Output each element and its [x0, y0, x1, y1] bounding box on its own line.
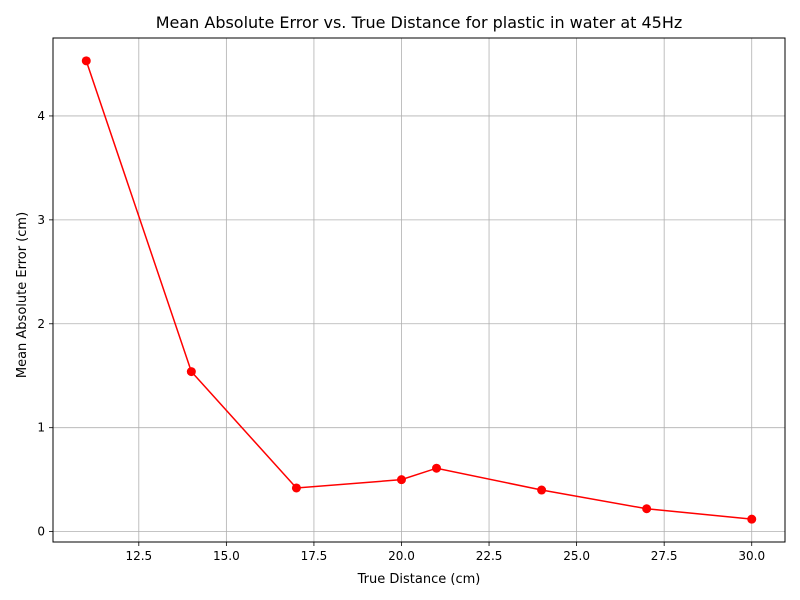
data-point: [432, 463, 442, 473]
y-tick-label: 0: [37, 525, 45, 539]
series-layer: [81, 56, 757, 524]
y-tick-label: 3: [37, 213, 45, 227]
data-point: [537, 485, 547, 495]
plot-frame: [52, 37, 786, 543]
grid: [53, 38, 785, 542]
data-point: [747, 514, 757, 524]
x-tick-label: 27.5: [651, 549, 678, 563]
x-tick-label: 22.5: [476, 549, 503, 563]
x-tick-label: 15.0: [213, 549, 240, 563]
x-tick-label: 30.0: [738, 549, 765, 563]
data-point: [642, 504, 652, 514]
x-tick-label: 12.5: [125, 549, 152, 563]
chart-title: Mean Absolute Error vs. True Distance fo…: [156, 13, 683, 32]
y-tick-label: 4: [37, 109, 45, 123]
series-line: [85, 60, 752, 520]
data-point: [396, 475, 406, 485]
y-tick-label: 1: [37, 421, 45, 435]
x-tick-label: 25.0: [563, 549, 590, 563]
x-axis-label: True Distance (cm): [357, 572, 481, 587]
ticks: 12.5 15.0 17.5 20.0 22.5 25.0 27.5 30.0 0 1 2 3 4: [37, 109, 765, 563]
x-tick-label: 20.0: [388, 549, 415, 563]
y-axis-label: Mean Absolute Error (cm): [15, 212, 30, 378]
data-point: [291, 483, 301, 493]
y-tick-label: 2: [37, 317, 45, 331]
data-point: [186, 367, 196, 377]
data-point: [81, 56, 91, 66]
x-tick-label: 17.5: [301, 549, 328, 563]
